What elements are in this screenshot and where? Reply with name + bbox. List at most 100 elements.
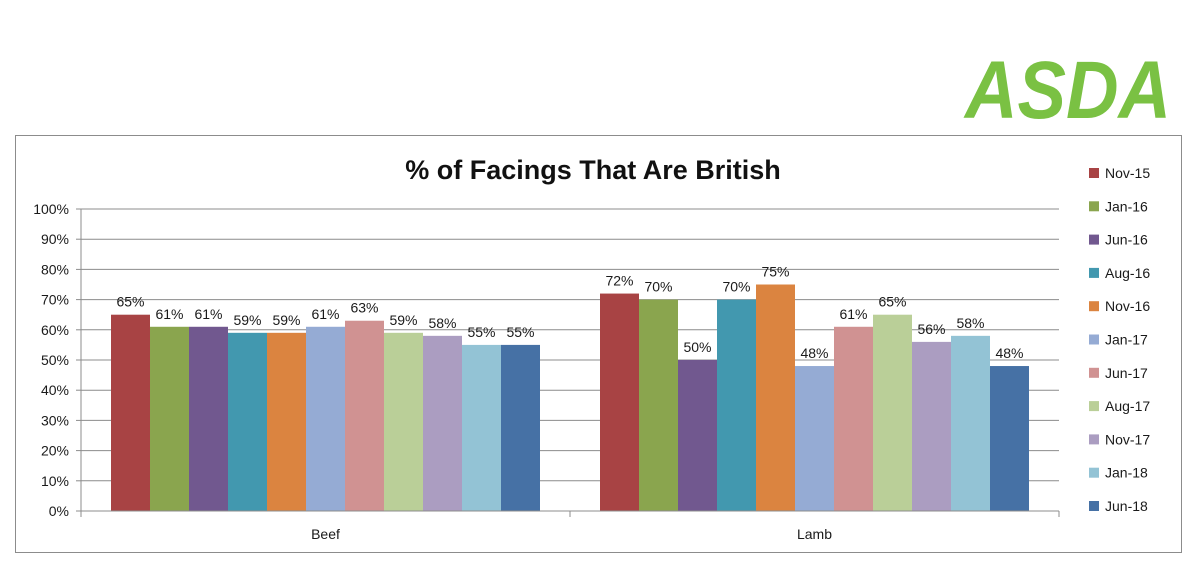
y-tick-label: 80% [41, 261, 69, 277]
category-label-beef: Beef [311, 526, 340, 542]
bar-beef-nov-16 [267, 332, 306, 511]
data-label: 48% [995, 345, 1023, 361]
y-tick-label: 50% [41, 352, 69, 368]
legend-label: Jun-17 [1105, 365, 1148, 381]
bar-beef-jan-18 [462, 344, 501, 511]
legend-swatch [1089, 501, 1099, 511]
legend-item-jan-16: Jan-16 [1089, 198, 1148, 214]
legend: Nov-15 Jan-16 Jun-16 Aug-16 Nov-16 Jan-17 Jun-… [1089, 165, 1150, 514]
y-tick-label: 90% [41, 231, 69, 247]
bar-lamb-jan-17 [795, 366, 834, 511]
legend-item-jun-17: Jun-17 [1089, 365, 1148, 381]
data-label: 61% [194, 306, 222, 322]
y-tick-label: 60% [41, 322, 69, 338]
data-label: 59% [389, 312, 417, 328]
data-label: 55% [506, 324, 534, 340]
data-label: 70% [722, 279, 750, 295]
data-label: 59% [233, 312, 261, 328]
bar-lamb-nov-16 [756, 284, 795, 511]
legend-swatch [1089, 401, 1099, 412]
data-label: 72% [605, 273, 633, 289]
bar-beef-nov-15 [111, 314, 150, 511]
bar-beef-jan-16 [150, 326, 189, 511]
legend-swatch [1089, 367, 1099, 378]
legend-item-jun-16: Jun-16 [1089, 232, 1148, 248]
y-tick-label: 70% [41, 292, 69, 308]
data-label: 63% [350, 300, 378, 316]
legend-label: Jan-16 [1105, 198, 1148, 214]
legend-swatch [1089, 168, 1099, 178]
legend-label: Nov-15 [1105, 165, 1150, 181]
chart-frame: % of Facings That Are British 0% 10% 20% 30… [15, 135, 1182, 553]
bar-lamb-nov-15 [600, 293, 639, 511]
data-label: 61% [839, 306, 867, 322]
bar-beef-aug-16 [228, 332, 267, 511]
y-tick-label: 20% [41, 443, 69, 459]
data-label: 48% [800, 345, 828, 361]
bar-beef-nov-17 [423, 335, 462, 511]
legend-item-aug-16: Aug-16 [1089, 265, 1150, 281]
bar-beef-jan-17 [306, 326, 345, 511]
data-label: 50% [683, 339, 711, 355]
bars [111, 284, 1029, 511]
legend-label: Nov-17 [1105, 431, 1150, 447]
bar-lamb-jun-18 [990, 366, 1029, 511]
bar-beef-jun-16 [189, 326, 228, 511]
legend-item-nov-17: Nov-17 [1089, 431, 1150, 447]
data-label: 75% [761, 264, 789, 280]
legend-swatch [1089, 434, 1099, 445]
legend-swatch [1089, 467, 1099, 478]
bar-lamb-jan-16 [639, 299, 678, 511]
y-tick-label: 100% [33, 201, 69, 217]
data-label: 65% [116, 294, 144, 310]
data-label: 59% [272, 312, 300, 328]
bar-chart: % of Facings That Are British 0% 10% 20% 30… [33, 155, 1150, 542]
legend-item-jun-18: Jun-18 [1089, 498, 1148, 514]
legend-swatch [1089, 301, 1099, 312]
y-tick-label: 40% [41, 382, 69, 398]
y-tick-label: 10% [41, 473, 69, 489]
legend-label: Jan-18 [1105, 465, 1148, 481]
asda-logo-text: ASDA [963, 50, 1171, 122]
legend-swatch [1089, 267, 1099, 278]
data-labels: 65% 61% 61% 59% 59% 61% 63% 59% 58% 55% 55% 72% 70% 5… [116, 264, 1023, 362]
axes [80, 209, 1060, 517]
bar-lamb-aug-17 [873, 314, 912, 511]
data-label: 58% [956, 315, 984, 331]
category-labels: Beef Lamb [311, 526, 832, 542]
asda-logo: ASDA [963, 50, 1171, 122]
legend-item-jan-17: Jan-17 [1089, 332, 1148, 348]
bar-beef-jun-17 [345, 320, 384, 511]
bar-beef-jun-18 [501, 344, 540, 511]
legend-swatch [1089, 334, 1099, 345]
bar-lamb-aug-16 [717, 299, 756, 511]
category-label-lamb: Lamb [797, 526, 832, 542]
legend-label: Jun-16 [1105, 232, 1148, 248]
legend-label: Aug-17 [1105, 398, 1150, 414]
legend-label: Jan-17 [1105, 332, 1148, 348]
bar-lamb-jun-16 [678, 360, 717, 511]
y-tick-label: 30% [41, 412, 69, 428]
legend-label: Nov-16 [1105, 298, 1150, 314]
bar-beef-aug-17 [384, 332, 423, 511]
legend-item-aug-17: Aug-17 [1089, 398, 1150, 414]
legend-swatch [1089, 201, 1099, 212]
bar-lamb-jun-17 [834, 326, 873, 511]
data-label: 56% [917, 321, 945, 337]
data-label: 65% [878, 294, 906, 310]
y-axis-ticks: 0% 10% 20% 30% 40% 50% 60% 70% 80% 90% 100% [33, 201, 81, 519]
legend-item-nov-16: Nov-16 [1089, 298, 1150, 314]
legend-swatch [1089, 234, 1099, 245]
bar-lamb-nov-17 [912, 341, 951, 511]
legend-item-nov-15: Nov-15 [1089, 165, 1150, 181]
legend-label: Jun-18 [1105, 498, 1148, 514]
data-label: 70% [644, 279, 672, 295]
y-tick-label: 0% [49, 503, 69, 519]
bar-lamb-jan-18 [951, 335, 990, 511]
chart-title: % of Facings That Are British [405, 155, 781, 185]
legend-item-jan-18: Jan-18 [1089, 465, 1148, 481]
data-label: 61% [311, 306, 339, 322]
data-label: 61% [155, 306, 183, 322]
data-label: 55% [467, 324, 495, 340]
legend-label: Aug-16 [1105, 265, 1150, 281]
